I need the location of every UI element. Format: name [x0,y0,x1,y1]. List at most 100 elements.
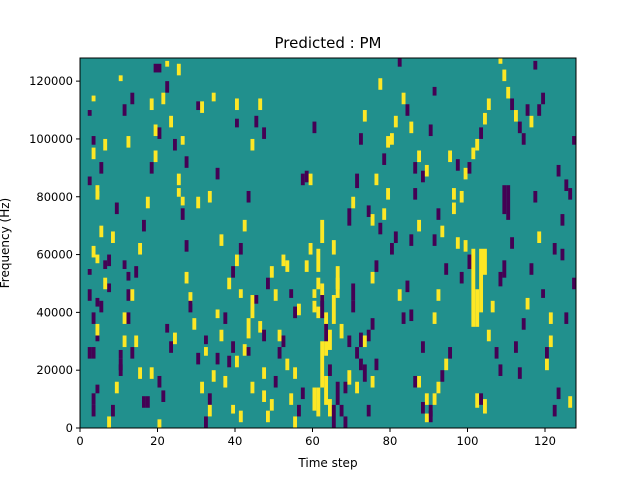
heatmap-cell-high [506,86,511,99]
heatmap-cell-high [339,323,344,339]
heatmap-cell-high [281,254,286,267]
heatmap-cell-high [269,266,274,278]
heatmap-cell-high [479,248,484,313]
heatmap-cell-high [324,375,329,405]
heatmap-cell-high [471,248,476,327]
heatmap-cell-low [157,375,162,388]
heatmap-cell-low [382,153,387,165]
heatmap-cell-low [207,393,212,405]
heatmap-cell-high [362,335,367,348]
heatmap-cell-low [118,349,123,359]
heatmap-cell-low [87,269,92,275]
heatmap-cell-high [219,329,224,342]
heatmap-cell-high [498,58,503,64]
heatmap-cell-low [289,289,294,298]
heatmap-cell-high [130,289,135,301]
heatmap-cell-high [320,341,325,388]
heatmap-cell-low [165,81,170,93]
heatmap-cell-high [537,231,542,243]
heatmap-cell-low [145,396,150,408]
x-axis-label: Time step [297,456,357,470]
heatmap-cell-low [215,352,220,365]
heatmap-cell-low [254,295,259,304]
heatmap-cell-low [180,208,185,220]
heatmap-cell-low [498,271,503,287]
heatmap-cell-high [219,234,224,246]
heatmap-cell-high [242,344,247,356]
heatmap-cell-high [347,370,352,385]
heatmap-cell-high [444,358,449,371]
heatmap-cell-low [262,127,267,139]
heatmap-cell-low [304,170,309,183]
heatmap-cell-low [339,404,344,417]
heatmap-cell-low [355,173,360,189]
heatmap-cell-high [502,69,507,82]
heatmap-cell-high [475,138,480,151]
heatmap-cell-low [455,159,460,171]
heatmap-cell-low [111,404,115,417]
y-tick-label: 100000 [29,132,73,146]
heatmap-cell-high [393,115,398,128]
heatmap-cell-high [397,289,402,301]
heatmap-cell-high [312,300,317,313]
heatmap-cell-low [328,364,332,376]
heatmap-cell-high [351,196,356,209]
heatmap-cell-high [436,381,441,394]
heatmap-cell-high [161,92,166,105]
heatmap-cell-low [87,110,92,116]
heatmap-cell-high [378,78,383,90]
heatmap-cell-low [479,393,484,405]
heatmap-cell-high [134,335,139,348]
heatmap-cell-high [95,254,100,264]
heatmap-cell-low [312,121,317,134]
heatmap-cell-high [316,248,321,272]
heatmap-cell-low [440,370,445,382]
heatmap-cell-low [347,208,352,226]
heatmap-cell-high [529,115,534,128]
heatmap-cell-low [529,263,534,275]
heatmap-cell-low [169,341,174,353]
heatmap-cell-low [378,222,383,235]
heatmap-cell-low [359,358,363,371]
heatmap-cell-high [269,399,274,411]
heatmap-cell-low [246,190,251,203]
heatmap-cell-high [308,173,313,186]
heatmap-cell-high [316,306,321,319]
heatmap-cell-high [138,367,143,379]
heatmap-cell-high [235,98,239,111]
x-tick-label: 100 [457,434,479,448]
heatmap-cell-high [355,381,360,394]
heatmap-cell-low [103,260,108,270]
heatmap-cell-low [91,347,96,359]
heatmap-cell-high [126,136,131,148]
heatmap-cell-high [207,404,212,417]
heatmap-cell-high [95,323,100,336]
heatmap-cell-low [413,375,418,388]
heatmap-cell-high [211,92,216,102]
heatmap-cell-low [545,347,549,359]
heatmap-cell-high [176,173,181,186]
heatmap-cell-high [153,124,158,137]
heatmap-cell-low [359,133,363,145]
heatmap-cell-high [320,219,325,244]
heatmap-cell-high [308,243,313,255]
heatmap-cell-low [568,188,573,200]
heatmap-cell-low [91,393,96,405]
heatmap-cell-high [180,136,185,145]
heatmap-cell-low [204,416,208,428]
heatmap-cell-high [165,60,170,67]
heatmap-cell-low [223,312,228,324]
heatmap-cell-high [486,98,491,111]
heatmap-cell-high [545,358,549,371]
heatmap-cell-high [297,303,301,316]
heatmap-cell-high [91,147,96,160]
heatmap-cell-low [262,329,267,342]
heatmap-cell-low [165,323,170,333]
heatmap-cell-low [479,127,484,139]
heatmap-cell-high [475,393,480,408]
heatmap-cell-high [486,329,491,342]
plot-area [79,57,577,429]
heatmap-cell-low [331,404,336,429]
heatmap-cell-high [316,387,321,417]
